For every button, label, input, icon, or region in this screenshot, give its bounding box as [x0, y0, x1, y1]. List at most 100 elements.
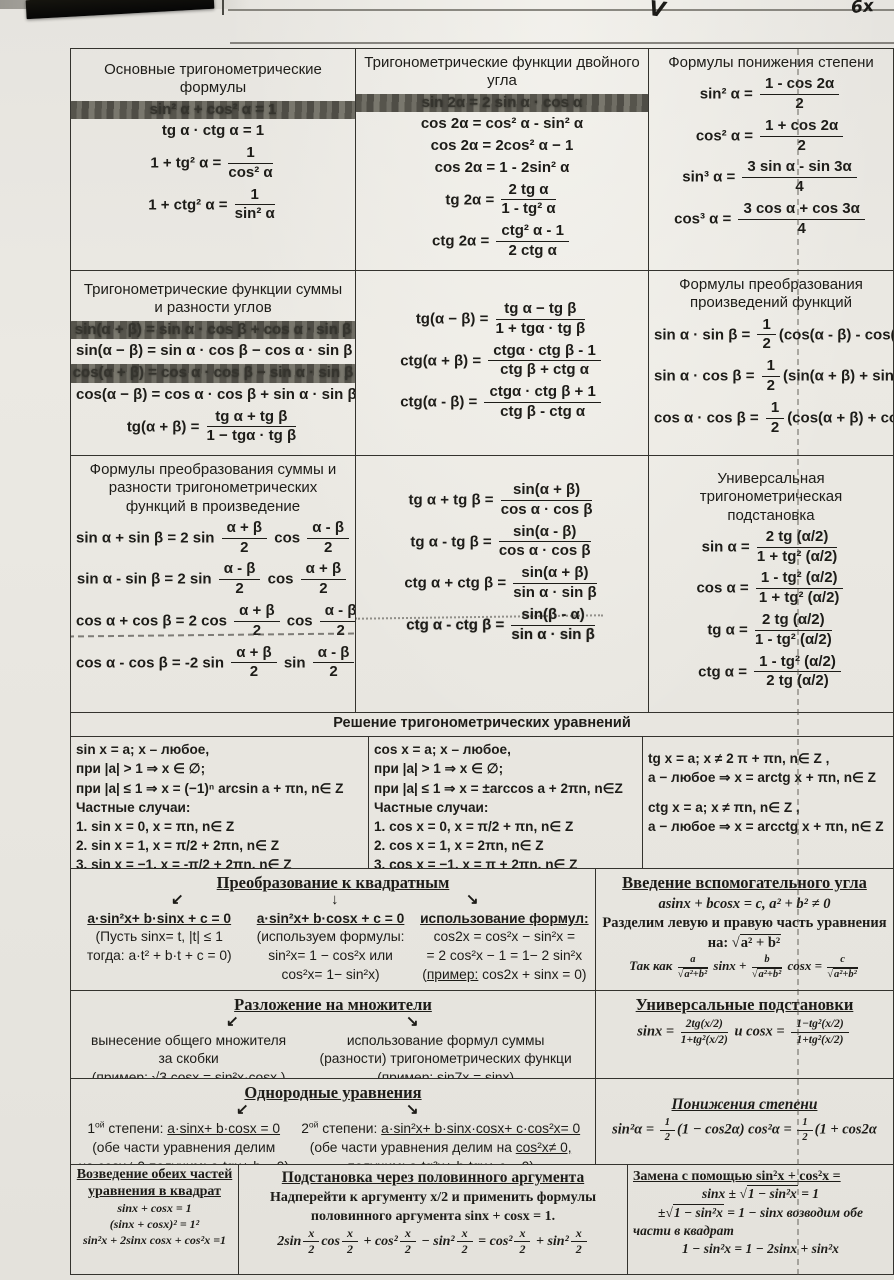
formula-list: 1ой степени: a·sinx+ b·cosx = 0 (обе част…	[76, 1119, 291, 1164]
arrow-down-left-icon: ↙	[236, 1101, 249, 1118]
formula-line: 3. cos x = −1, x = π + 2πn, n∈ Z	[374, 856, 578, 869]
formula-line: cos x = a; x – любое,	[374, 742, 511, 758]
formula-line: tg α + tg β = sin(α + β) cos α · cos β	[408, 481, 593, 518]
formula-line: 2. cos x = 1, x = 2πn, n∈ Z	[374, 837, 544, 853]
method-column: использование формул: cos2x = cos²x − sin…	[419, 908, 590, 985]
formula-line: sinx = 2tg(x/2) 1+tg²(x/2) и cosx = 1−tg²…	[601, 1017, 888, 1048]
formula-line: sin³ α = 3 sin α - sin 3α 4	[654, 158, 888, 197]
formula-list: использование формул: cos2x = cos²x − sin…	[419, 910, 590, 984]
formula-line: asinx + bcosx = c, a² + b² ≠ 0	[658, 895, 831, 912]
formula-list: 2ой степени: a·sin²x+ b·sinx·cosx+ c·cos…	[291, 1120, 590, 1164]
formula-line: при |a| > 1 ⇒ x ∈ ∅;	[374, 761, 504, 777]
formula-line: cos2x = cos²x − sin²x =	[433, 929, 576, 945]
section-title: Понижения степени	[671, 1096, 818, 1113]
scan-second-edge-line	[230, 42, 894, 44]
formula-line: (пример: cos2x + sinx = 0)	[422, 967, 587, 983]
formula-line: cos³ α = 3 cos α + cos 3α 4	[654, 200, 888, 239]
formula-line: на: √a² + b²	[707, 934, 782, 952]
formula-line: sin 2α = 2 sin α · cos α	[356, 93, 648, 113]
formula-line: тогда: a·t² + b·t + c = 0)	[86, 948, 232, 964]
formula-list: sin α · sin β = 12(cos(α - β) - cos(α + …	[654, 316, 893, 438]
formula-line: a − любое ⇒ x = arctg x + πn, n∈ Z	[648, 770, 876, 786]
formula-line: (пример: sin7x = sinx)	[377, 1070, 515, 1079]
formula-line: ctg α = 1 - tg² (α/2) 2 tg (α/2)	[654, 653, 888, 692]
formula-line: на cosx≠ 0,получим: a·tgx+ b = 0)	[76, 1158, 291, 1164]
formula-list: sinx ± √1 − sin²x = 1 ±√1 − sin²x = 1 − s…	[633, 1185, 888, 1258]
formula-line: 1 − sin²x = 1 − 2sinx + sin²x	[682, 1241, 839, 1257]
formula-line: 1. cos x = 0, x = π/2 + πn, n∈ Z	[374, 818, 574, 834]
arrow-down-right-icon: ↘	[406, 1101, 419, 1118]
formula-line: (пример: √3 cosx = sin²x·cosx )	[91, 1070, 286, 1079]
formula-line: (используем формулы:	[256, 929, 405, 945]
formula-line: Частные случаи:	[374, 799, 489, 815]
cell-squaring-both-sides: Возведение обеих частей уравнения в квад…	[71, 1165, 239, 1275]
method-column: 1ой степени: a·sinx+ b·cosx = 0 (обе част…	[76, 1118, 291, 1164]
formula-line: cos α · cos β = 12(cos(α + β) + cos(α - …	[654, 398, 893, 436]
formula-line: cos² α = 1 + cos 2α 2	[654, 117, 888, 156]
arrow-row: ↙ ↓ ↘	[76, 891, 590, 908]
arrow-down-right-icon: ↘	[466, 891, 479, 908]
formula-line: 1ой степени: a·sinx+ b·cosx = 0	[87, 1119, 281, 1137]
arrow-row: ↙ ↘	[76, 1013, 590, 1030]
cell-half-angle-substitution: Подстановка через половинного аргумента …	[239, 1165, 628, 1275]
formula-line: (разности) тригонометрических функци	[319, 1051, 572, 1067]
formula-line: sin α = 2 tg (α/2) 1 + tg² (α/2)	[701, 527, 838, 565]
formula-line: ctg(α + β) = ctgα · ctg β - 1 ctg β + ctg…	[361, 342, 643, 381]
formula-line: ctg x = a; x ≠ πn, n∈ Z ,	[648, 799, 800, 815]
formula-line: cos α = 1 - tg² (α/2) 1 + tg² (α/2)	[654, 569, 888, 608]
cell-title: Тригонометрические функции двойного угла	[364, 54, 640, 90]
formula-line: 1. sin x = 0, x = πn, n∈ Z	[76, 818, 235, 834]
formula-list: вынесение общего множителя за скобки (прим…	[76, 1032, 301, 1079]
method-columns: 1ой степени: a·sinx+ b·cosx = 0 (обе част…	[76, 1118, 590, 1164]
formula-line: (обе части уравнения делим на cos²x≠ 0,	[309, 1140, 572, 1156]
formula-line: sin²α = 1 2 (1 − cos2α) cos²α = 1 2 (1 + cos…	[612, 1117, 877, 1143]
formula-line: cos(α − β) = cos α · cos β + sin α · sin…	[76, 385, 356, 403]
arrow-down-right-icon: ↘	[406, 1013, 419, 1030]
formula-list: cos x = a; x – любое, при |a| > 1 ⇒ x ∈ ∅…	[374, 741, 637, 869]
method-column: a·sin²x+ b·cosx + c = 0 (используем форму…	[242, 908, 418, 985]
scan-black-strip-artifact	[25, 0, 215, 20]
formula-line: tg α · ctg α = 1	[161, 122, 265, 140]
cell-title: Универсальная тригонометрическая подстан…	[699, 470, 843, 524]
formula-line: = 2 cos²x − 1 = 1− 2 sin²x	[426, 948, 583, 964]
handwritten-mark-6x: 6х	[850, 0, 875, 18]
formula-list: Надперейти к аргументу x/2 и применить ф…	[244, 1189, 622, 1257]
cell-title: Формулы преобразования суммы и разности …	[89, 461, 337, 515]
formula-line: sinx ± √1 − sin²x = 1	[701, 1185, 820, 1202]
section-title: Замена с помощью sin²x + cos²x =	[633, 1169, 841, 1184]
formula-line: ±√1 − sin²x = 1 − sinx возводим обе	[657, 1203, 864, 1220]
section-title: Универсальные подстановки	[635, 995, 854, 1014]
formula-table: Основные тригонометрические формулы sin²…	[70, 48, 894, 1275]
handwritten-mark-v: V	[647, 0, 667, 22]
cell-double-angle: Тригонометрические функции двойного угла…	[356, 49, 649, 271]
formula-line: cos 2α = 2cos² α − 1	[430, 137, 574, 155]
formula-line: ctg α - ctg β = sin(β - α) sin α · sin β	[361, 606, 643, 645]
formula-line: tg α - tg β = sin(α - β) cos α · cos β	[410, 522, 591, 560]
cell-title: Формулы понижения степени	[668, 54, 874, 71]
formula-line: Надперейти к аргументу x/2 и применить ф…	[269, 1189, 597, 1205]
formula-line: sin x = a; x – любое,	[76, 742, 210, 758]
formula-line	[648, 789, 888, 798]
formula-list: asinx + bcosx = c, a² + b² ≠ 0 Разделим л…	[601, 895, 888, 981]
row-equations-header: Решение тригонометрических уравнений	[71, 713, 894, 737]
cell-cos-equation: cos x = a; x – любое, при |a| > 1 ⇒ x ∈ ∅…	[369, 737, 643, 869]
formula-line: cos 2α = cos² α - sin² α	[420, 115, 584, 133]
section-title: Преобразование к квадратным	[216, 873, 450, 892]
fold-crease-line	[797, 49, 799, 1275]
cell-title: Формулы преобразования произведений функ…	[679, 276, 863, 312]
method-columns: a·sin²x+ b·sinx + c = 0 (Пусть sinx= t, |…	[76, 908, 590, 985]
cell-sum-to-product: Формулы преобразования суммы и разности …	[71, 456, 356, 713]
formula-line: 2. sin x = 1, x = π/2 + 2πn, n∈ Z	[76, 837, 280, 853]
formula-list: sinx + cosx = 1 (sinx + cosx)² = 1² sin²x …	[74, 1201, 235, 1248]
cell-sin-equation: sin x = a; x – любое, при |a| > 1 ⇒ x ∈ ∅…	[71, 737, 369, 869]
formula-line: использование формул:	[420, 910, 589, 926]
scan-tick-line	[222, 0, 224, 15]
method-column: a·sin²x+ b·sinx + c = 0 (Пусть sinx= t, |…	[76, 908, 242, 985]
